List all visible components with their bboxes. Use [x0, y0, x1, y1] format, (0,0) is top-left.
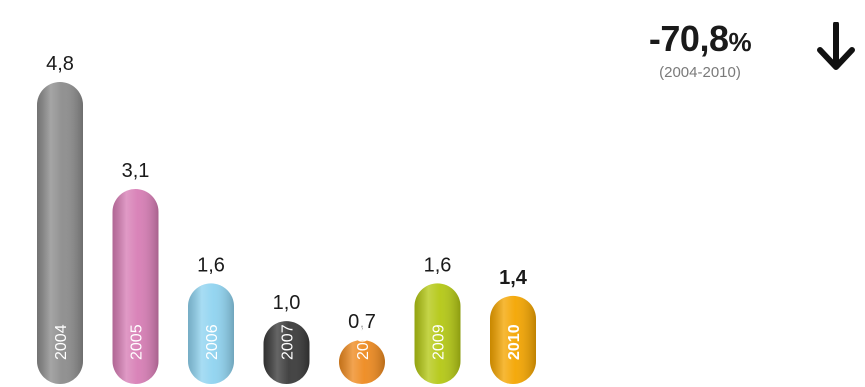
category-label-2007: 2007 [280, 324, 297, 360]
category-label-2004: 2004 [53, 324, 70, 360]
bar-shine-2005 [112, 188, 159, 384]
bar-shine-2006 [188, 283, 234, 384]
value-label-2008: 0,7 [348, 311, 376, 333]
kpi-change-value: -70,8% [648, 18, 752, 59]
category-label-2006: 2006 [204, 324, 221, 360]
value-label-2006: 1,6 [197, 254, 225, 276]
category-label-2008: 2008 [355, 324, 372, 360]
bar-shine-2008 [339, 339, 385, 384]
category-label-2009: 2009 [431, 324, 448, 360]
bar-shine-2010 [490, 295, 536, 384]
kpi-unit: % [728, 27, 752, 57]
bar-shine-2004 [37, 82, 83, 384]
category-label-2005: 2005 [129, 324, 146, 360]
kpi-block: -70,8% (2004-2010) [600, 18, 800, 81]
value-label-2009: 1,6 [424, 254, 452, 276]
kpi-period: (2004-2010) [659, 64, 741, 81]
bar-shine-2009 [414, 283, 461, 384]
category-label-2010: 2010 [506, 324, 523, 360]
bar-shine-2007 [263, 321, 310, 384]
value-label-2007: 1,0 [273, 292, 301, 314]
arrow-down-icon [817, 22, 855, 70]
value-label-2010: 1,4 [499, 267, 528, 289]
value-label-2004: 4,8 [46, 53, 74, 75]
value-label-2005: 3,1 [122, 160, 150, 182]
